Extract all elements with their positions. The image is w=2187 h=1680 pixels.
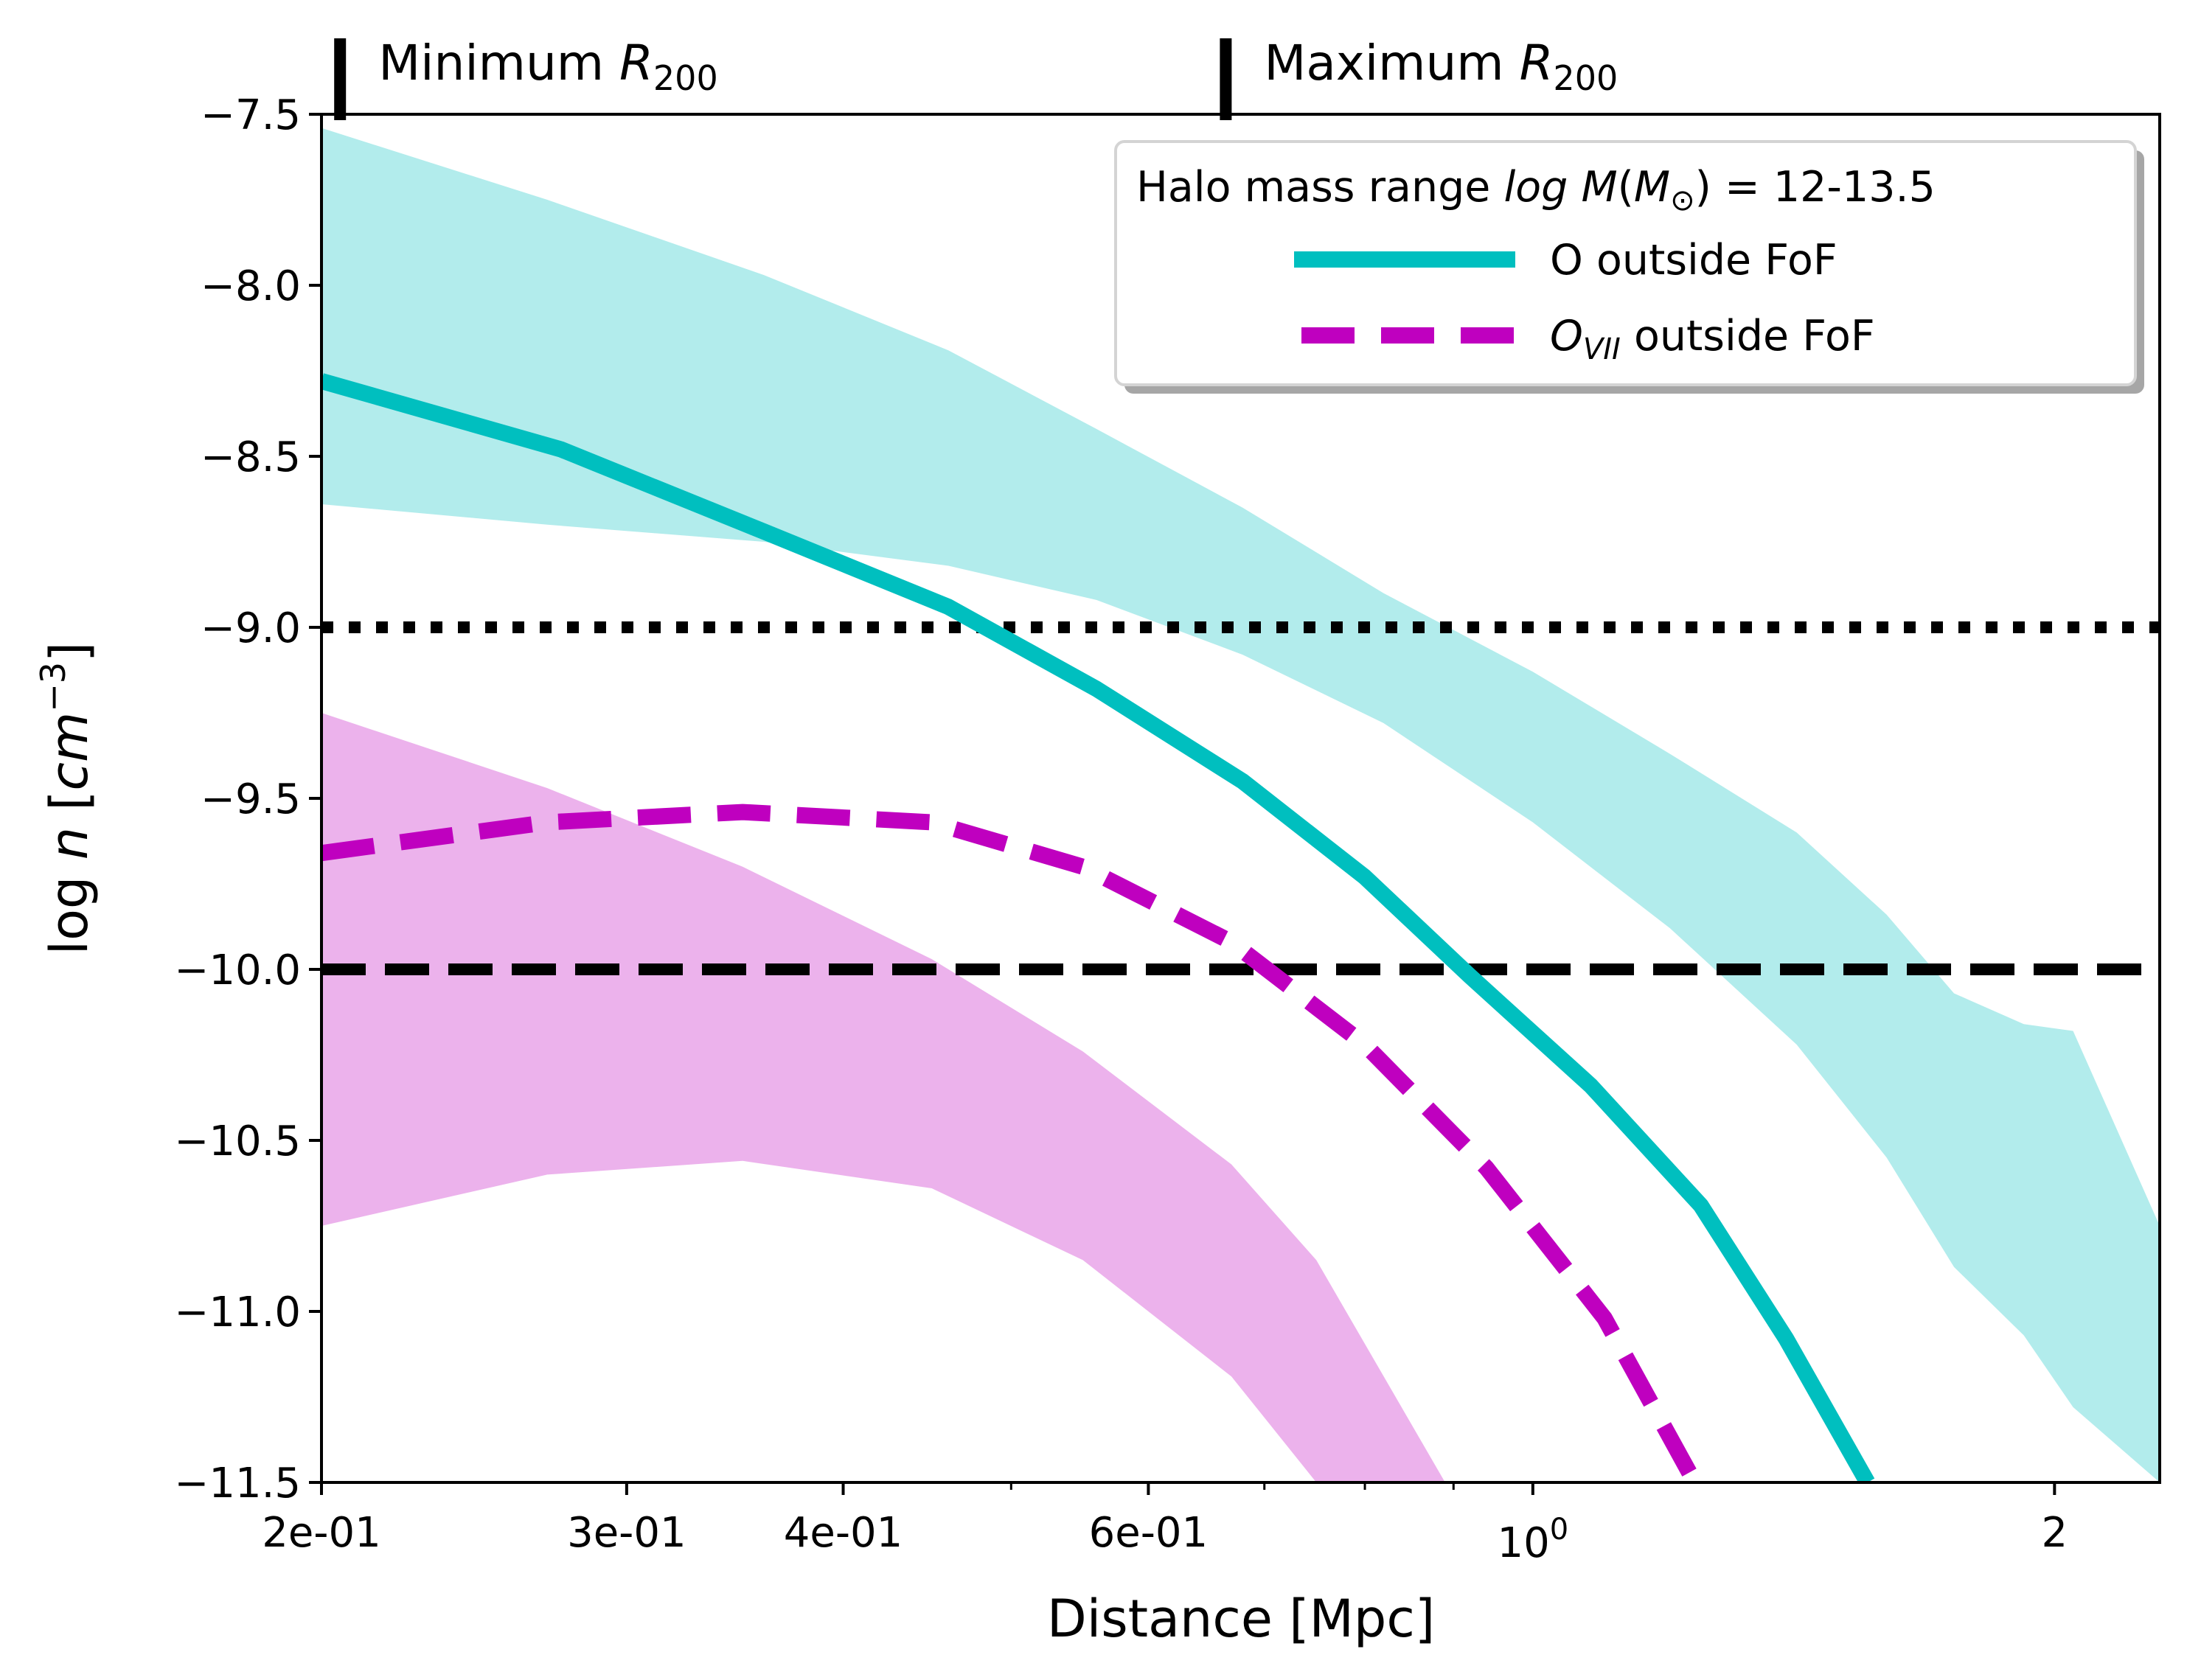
- y-tick-label: −8.0: [201, 262, 301, 310]
- y-tick-label: −9.5: [201, 775, 301, 823]
- series-line-o-vii-outside-fof: [321, 804, 1703, 1482]
- x-tick-label: 2: [2042, 1509, 2068, 1557]
- legend-label-o-outside-fof: O outside FoF: [1550, 236, 1837, 285]
- x-tick-label: 100: [1497, 1513, 1568, 1567]
- y-tick-label: −11.5: [174, 1460, 301, 1508]
- band-o-outside-fof-range: [321, 128, 2160, 1482]
- legend: Halo mass range log M(M⊙) = 12-13.5 O ou…: [1114, 140, 2144, 394]
- r200-marker-label-maximum: Maximum R200: [1264, 35, 1618, 98]
- y-axis-label: log n [cm−3]: [33, 642, 100, 955]
- legend-box: [1114, 140, 2137, 386]
- x-tick-label: 2e-01: [262, 1509, 381, 1557]
- y-tick-label: −8.5: [201, 433, 301, 481]
- x-tick-label: 6e-01: [1089, 1509, 1209, 1557]
- x-tick-label: 4e-01: [784, 1509, 903, 1557]
- band-o-vii-outside-fof-range: [321, 713, 1445, 1482]
- r200-marker-label-minimum: Minimum R200: [378, 35, 718, 98]
- x-axis-label: Distance [Mpc]: [1047, 1589, 1435, 1649]
- y-tick-label: −10.5: [174, 1118, 301, 1165]
- y-tick-label: −9.0: [201, 604, 301, 652]
- y-tick-label: −11.0: [174, 1289, 301, 1336]
- series-line-o-outside-fof: [321, 373, 1875, 1482]
- legend-title: Halo mass range log M(M⊙) = 12-13.5: [1136, 163, 1936, 217]
- y-tick-label: −10.0: [174, 947, 301, 994]
- legend-label-ovii-outside-fof: OVII outside FoF: [1550, 312, 1875, 366]
- y-tick-label: −7.5: [201, 91, 301, 139]
- x-tick-label: 3e-01: [567, 1509, 686, 1557]
